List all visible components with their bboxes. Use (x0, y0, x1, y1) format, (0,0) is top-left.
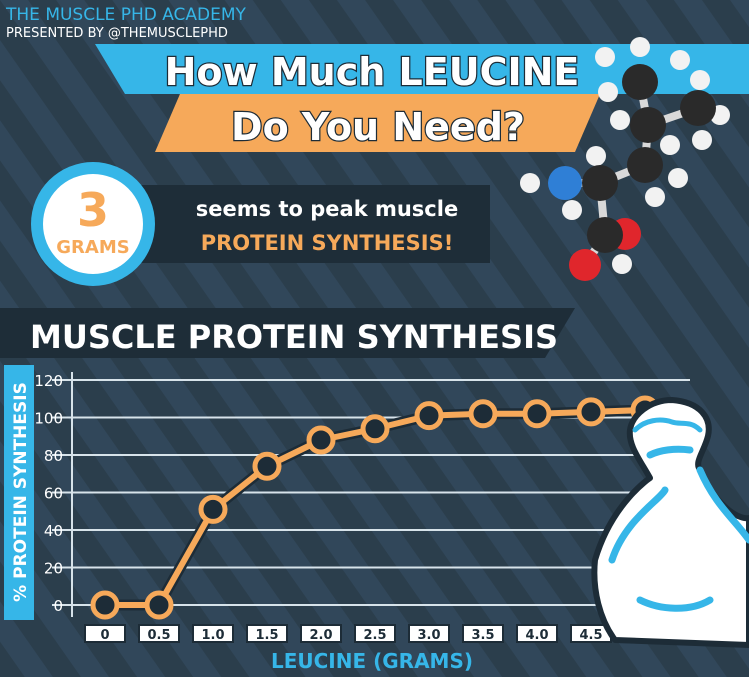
y-axis-label-bar (4, 365, 34, 620)
headline-banner-blue (95, 44, 749, 94)
callout-unit: GRAMS (56, 237, 129, 258)
data-point (90, 590, 120, 620)
callout-text1: seems to peak muscle (196, 197, 458, 221)
y-tick-label: 80 (44, 447, 63, 465)
x-tick-label: 2.5 (363, 628, 386, 643)
y-tick-label: 120 (34, 372, 63, 390)
y-tick-label: 40 (44, 522, 63, 540)
x-tick-label: 4.0 (525, 628, 548, 643)
callout-panel (120, 185, 490, 263)
data-point (414, 401, 444, 431)
data-point (468, 399, 498, 429)
data-point (576, 397, 606, 427)
x-tick-label: 3.5 (471, 628, 494, 643)
x-tick-label: 4.5 (579, 628, 602, 643)
x-tick-box (354, 624, 396, 643)
callout-circle (43, 174, 143, 274)
x-tick-label: 0 (100, 628, 109, 643)
data-point (522, 399, 552, 429)
chart-area: 0 20 40 60 80 100 120 0 0.5 1.0 1.5 2.0 2.5 3.0 3.5 4.0… (34, 372, 690, 673)
x-tick-label: 0.5 (147, 628, 170, 643)
data-point (144, 590, 174, 620)
x-tick-box (192, 624, 234, 643)
brand-presented-by: PRESENTED BY @THEMUSCLEPHD (6, 26, 228, 41)
headline-banner-orange (155, 94, 600, 152)
brand-academy: THE MUSCLE PHD ACADEMY (5, 5, 247, 25)
headline-line1: How Much LEUCINE (165, 50, 580, 94)
y-tick-label: 100 (34, 410, 63, 428)
flexed-bicep-icon (591, 397, 749, 648)
y-axis-label: % PROTEIN SYNTHESIS (11, 382, 31, 602)
x-tick-label: 1.5 (255, 628, 278, 643)
data-point (360, 414, 390, 444)
callout-text2: PROTEIN SYNTHESIS! (201, 231, 454, 255)
x-tick-box (516, 624, 558, 643)
data-point (252, 451, 282, 481)
x-axis-label: LEUCINE (GRAMS) (271, 649, 473, 673)
y-tick-label: 60 (44, 485, 63, 503)
x-tick-box (300, 624, 342, 643)
headline-line2: Do You Need? (231, 105, 525, 149)
callout-number: 3 (77, 183, 109, 237)
x-tick-box (408, 624, 450, 643)
x-tick-box (462, 624, 504, 643)
x-tick-box (246, 624, 288, 643)
data-point (306, 425, 336, 455)
x-tick-label: 1.0 (201, 628, 224, 643)
leucine-molecule-icon (520, 37, 730, 281)
x-tick-label: 3.0 (417, 628, 440, 643)
x-tick-label: 2.0 (309, 628, 332, 643)
y-tick-label: 20 (44, 560, 63, 578)
chart-title: MUSCLE PROTEIN SYNTHESIS (30, 318, 558, 356)
data-point (198, 494, 228, 524)
chart-title-banner (0, 308, 575, 358)
x-tick-box (138, 624, 180, 643)
x-tick-box (84, 624, 126, 643)
y-tick-label: 0 (53, 597, 63, 615)
